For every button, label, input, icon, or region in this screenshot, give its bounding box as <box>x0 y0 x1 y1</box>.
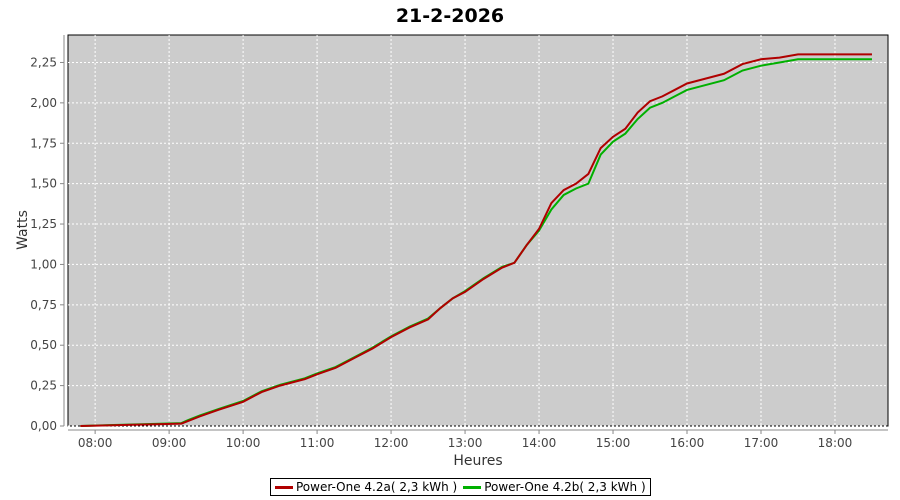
y-tick-label: 2,00 <box>30 96 57 110</box>
legend: Power-One 4.2a( 2,3 kWh ) Power-One 4.2b… <box>270 478 651 496</box>
x-tick-label: 12:00 <box>374 436 409 450</box>
y-axis-label: Watts <box>15 210 31 250</box>
y-tick-label: 2,25 <box>30 55 57 69</box>
x-tick-label: 09:00 <box>152 436 187 450</box>
y-tick-label: 0,50 <box>30 338 57 352</box>
y-tick-label: 0,75 <box>30 298 57 312</box>
y-tick-label: 1,00 <box>30 257 57 271</box>
y-tick-label: 1,50 <box>30 177 57 191</box>
chart-title: 21-2-2026 <box>396 5 504 27</box>
x-tick-label: 17:00 <box>744 436 779 450</box>
x-tick-label: 08:00 <box>78 436 113 450</box>
legend-item-b: Power-One 4.2b( 2,3 kWh ) <box>463 480 646 494</box>
y-tick-label: 1,75 <box>30 136 57 150</box>
series-line-a <box>80 53 872 427</box>
x-tick-label: 11:00 <box>300 436 335 450</box>
x-tick-label: 14:00 <box>522 436 557 450</box>
y-tick-label: 0,00 <box>30 419 57 433</box>
y-tick-label: 0,25 <box>30 379 57 393</box>
legend-swatch-b <box>463 485 482 489</box>
x-tick-label: 15:00 <box>596 436 631 450</box>
x-axis-label: Heures <box>453 453 502 469</box>
y-tick-label: 1,25 <box>30 217 57 231</box>
x-tick-label: 10:00 <box>226 436 261 450</box>
x-tick-label: 18:00 <box>818 436 853 450</box>
x-tick-label: 16:00 <box>670 436 705 450</box>
x-tick-label: 13:00 <box>448 436 483 450</box>
legend-label-a: Power-One 4.2a( 2,3 kWh ) <box>296 480 458 494</box>
legend-swatch-a <box>275 485 293 489</box>
plot-area <box>67 34 889 427</box>
legend-label-b: Power-One 4.2b( 2,3 kWh ) <box>484 480 646 494</box>
legend-item-a: Power-One 4.2a( 2,3 kWh ) <box>275 480 457 494</box>
